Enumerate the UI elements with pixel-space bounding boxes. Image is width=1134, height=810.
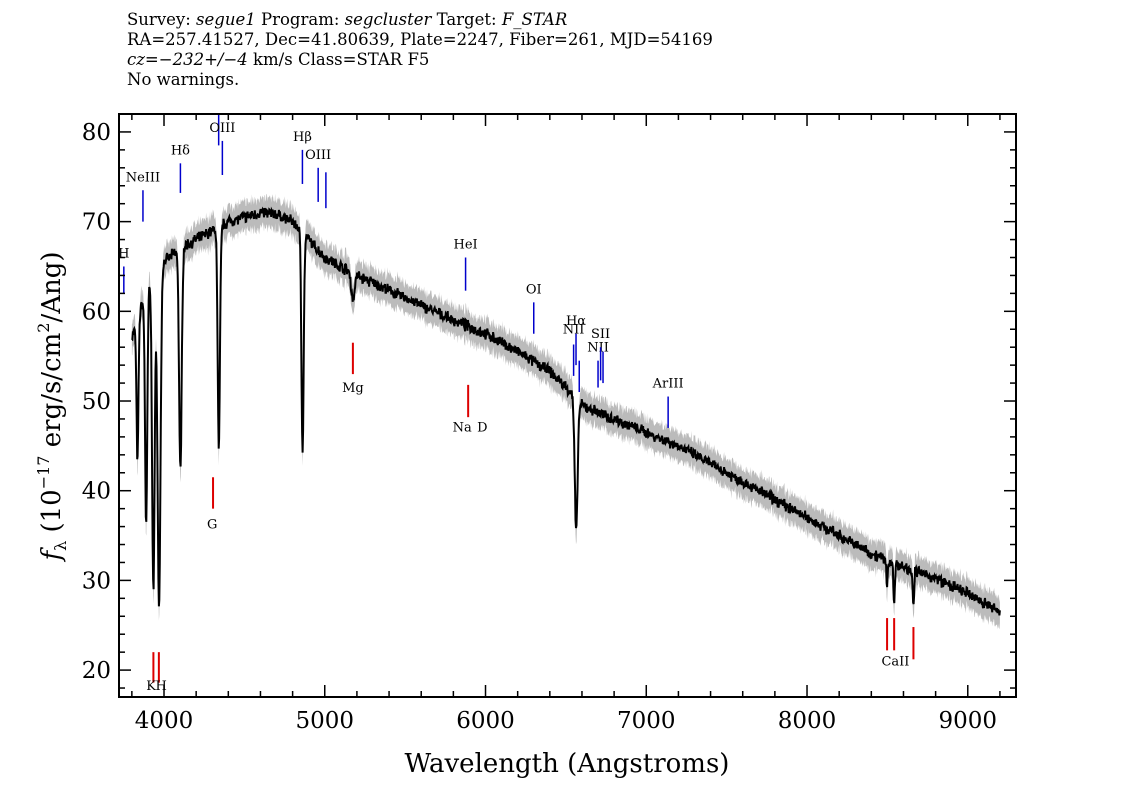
emission-line-label: Hδ [171,143,190,158]
y-tick-label: 30 [82,568,111,594]
y-tick-label: 20 [82,658,111,684]
emission-line-label: ArIII [652,377,684,392]
x-tick-label: 5000 [295,708,354,734]
y-axis-title: fλ (10−17 erg/s/cm2/Ang) [34,251,70,562]
x-axis-title: Wavelength (Angstroms) [405,749,730,779]
y-tick-label: 60 [82,299,111,325]
absorption-line-label: D [477,421,487,436]
flux-line [131,206,1001,616]
absorption-line-label: Na [453,421,472,436]
absorption-line-label: CaII [881,655,909,670]
y-title-scale: (10 [37,489,67,541]
header-line-redshift: cz=−232+/−4 km/s Class=STAR F5 [127,50,713,70]
line-markers-layer: HNeIIIHδOIIIHβOIIIHeIOINIIHαNIISIIArIIIK… [118,114,915,694]
emission-line-label: NII [587,341,609,356]
target-value: F_STAR [501,10,568,29]
emission-line-label: OI [526,282,542,297]
y-tick-label: 80 [82,120,111,146]
spectrum-header: Survey: segue1 Program: segcluster Targe… [127,10,713,90]
absorption-line-label: H [155,679,166,694]
y-title-lambda: λ [51,541,70,551]
y-tick-label: 50 [82,389,111,415]
error-band-layer [131,193,1000,630]
y-title-per-angstrom: /Ang) [37,251,67,322]
header-line-warnings: No warnings. [127,70,240,89]
flux-layer [131,206,1001,616]
y-title-square: 2 [34,323,53,333]
emission-line-label: NeIII [126,170,160,185]
x-tick-label: 6000 [456,708,515,734]
emission-line-label: Hα [566,314,586,329]
error-band [131,193,1000,630]
program-label: Program: [260,10,340,29]
emission-line-label: H [118,247,129,262]
y-title-units: erg/s/cm [37,333,67,456]
cz-value: −232+/−4 [158,50,248,69]
absorption-line-label: Mg [342,381,364,396]
emission-line-label: SII [591,327,610,342]
cz-prefix: cz= [127,50,159,69]
emission-line-label: NII [563,323,585,338]
emission-line-label: Hβ [293,130,312,145]
y-tick-label: 70 [82,210,111,236]
x-tick-label: 4000 [135,708,194,734]
absorption-line-label: K [146,679,156,694]
survey-value: segue1 [196,10,256,29]
plot-frame [118,113,1017,698]
program-value: segcluster [344,10,432,29]
cz-suffix: km/s Class=STAR F5 [247,50,430,69]
y-title-exponent: −17 [34,456,53,490]
absorption-line-label: G [207,517,217,532]
header-line-coordinates: RA=257.41527, Dec=41.80639, Plate=2247, … [127,30,713,49]
y-tick-label: 40 [82,479,111,505]
target-label: Target: [436,10,497,29]
survey-label: Survey: [127,10,191,29]
x-tick-label: 8000 [778,708,837,734]
emission-line-label: OIII [209,121,235,136]
emission-line-label: HeI [453,238,477,253]
axes-layer: 4000 5000 6000 7000 8000 9000 20 30 40 50 60 70 80 [82,113,1017,734]
x-tick-label: 9000 [939,708,998,734]
x-tick-label: 7000 [617,708,676,734]
emission-line-label: OIII [305,148,331,163]
header-line-survey: Survey: segue1 Program: segcluster Targe… [127,10,713,30]
